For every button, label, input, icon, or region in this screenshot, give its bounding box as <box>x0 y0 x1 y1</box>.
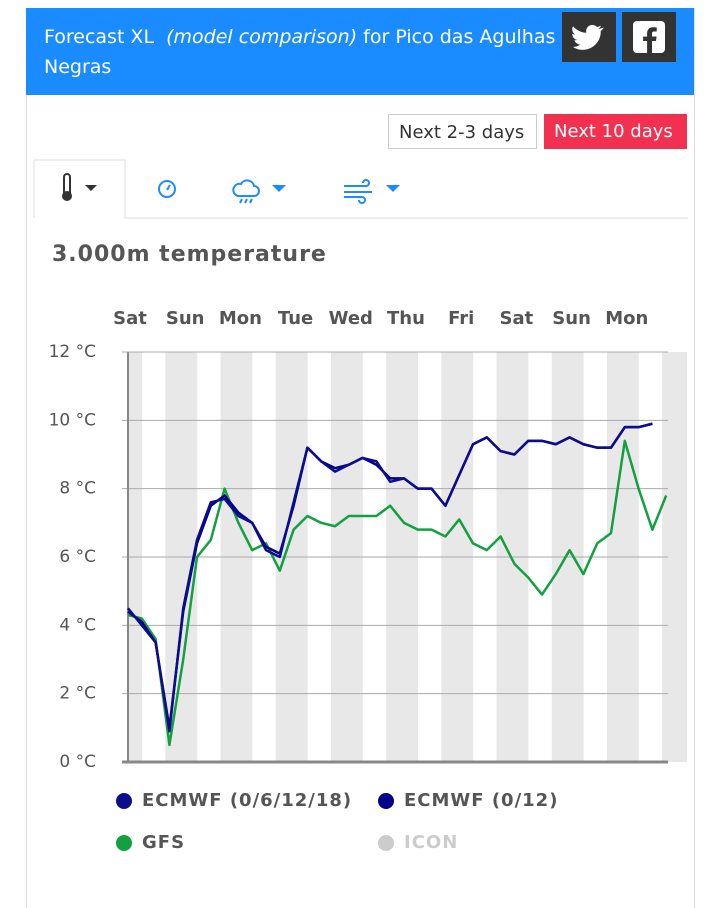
active-tab[interactable] <box>33 159 126 218</box>
x-tick-label: Sun <box>166 308 205 329</box>
y-tick-label: 8 °C <box>59 479 96 499</box>
next-3-days-button[interactable]: Next 2-3 days <box>388 114 537 149</box>
facebook-icon <box>633 21 665 53</box>
card <box>26 8 695 908</box>
x-tick-label: Sun <box>552 308 591 329</box>
y-tick-label: 0 °C <box>59 752 96 772</box>
y-tick-label: 10 °C <box>49 410 96 430</box>
legend-marker <box>116 793 132 809</box>
x-tick-label: Fri <box>448 308 474 329</box>
temperature-tab[interactable] <box>62 173 97 201</box>
y-tick-label: 12 °C <box>49 342 96 362</box>
y-tick-label: 4 °C <box>59 615 96 635</box>
twitter-button[interactable] <box>562 12 616 62</box>
series-line <box>127 439 668 747</box>
title: Forecast XL <box>44 26 155 48</box>
precipitation-tab[interactable] <box>232 179 286 204</box>
series-line <box>127 422 653 733</box>
legend-label: ECMWF (0/6/12/18) <box>142 790 352 811</box>
twitter-icon <box>572 24 604 50</box>
next-10-days-button[interactable]: Next 10 days <box>544 114 687 149</box>
x-tick-label: Sat <box>500 308 534 329</box>
wind-tab[interactable] <box>344 179 400 204</box>
header: Forecast XL (model comparison) for Pico … <box>26 8 694 95</box>
chart-title: 3.000m temperature <box>52 242 327 267</box>
x-tick-label: Mon <box>219 308 262 329</box>
facebook-button[interactable] <box>622 12 676 62</box>
x-tick-label: Wed <box>329 308 373 329</box>
legend-label: ICON <box>404 832 458 853</box>
legend-marker <box>378 835 394 851</box>
y-tick-label: 6 °C <box>59 547 96 567</box>
subtitle: (model comparison) <box>166 26 358 48</box>
y-tick-label: 2 °C <box>59 684 96 704</box>
location: for Pico das Agulhas Negras <box>44 26 556 78</box>
legend-label: ECMWF (0/12) <box>404 790 558 811</box>
pressure-tab[interactable] <box>158 180 176 198</box>
legend-marker <box>116 835 132 851</box>
header-title: Forecast XL (model comparison) for Pico … <box>44 22 564 82</box>
x-tick-label: Tue <box>278 308 313 329</box>
x-tick-label: Mon <box>605 308 648 329</box>
legend-marker <box>378 793 394 809</box>
x-tick-label: Thu <box>387 308 425 329</box>
legend-label: GFS <box>142 832 185 853</box>
x-tick-label: Sat <box>113 308 147 329</box>
